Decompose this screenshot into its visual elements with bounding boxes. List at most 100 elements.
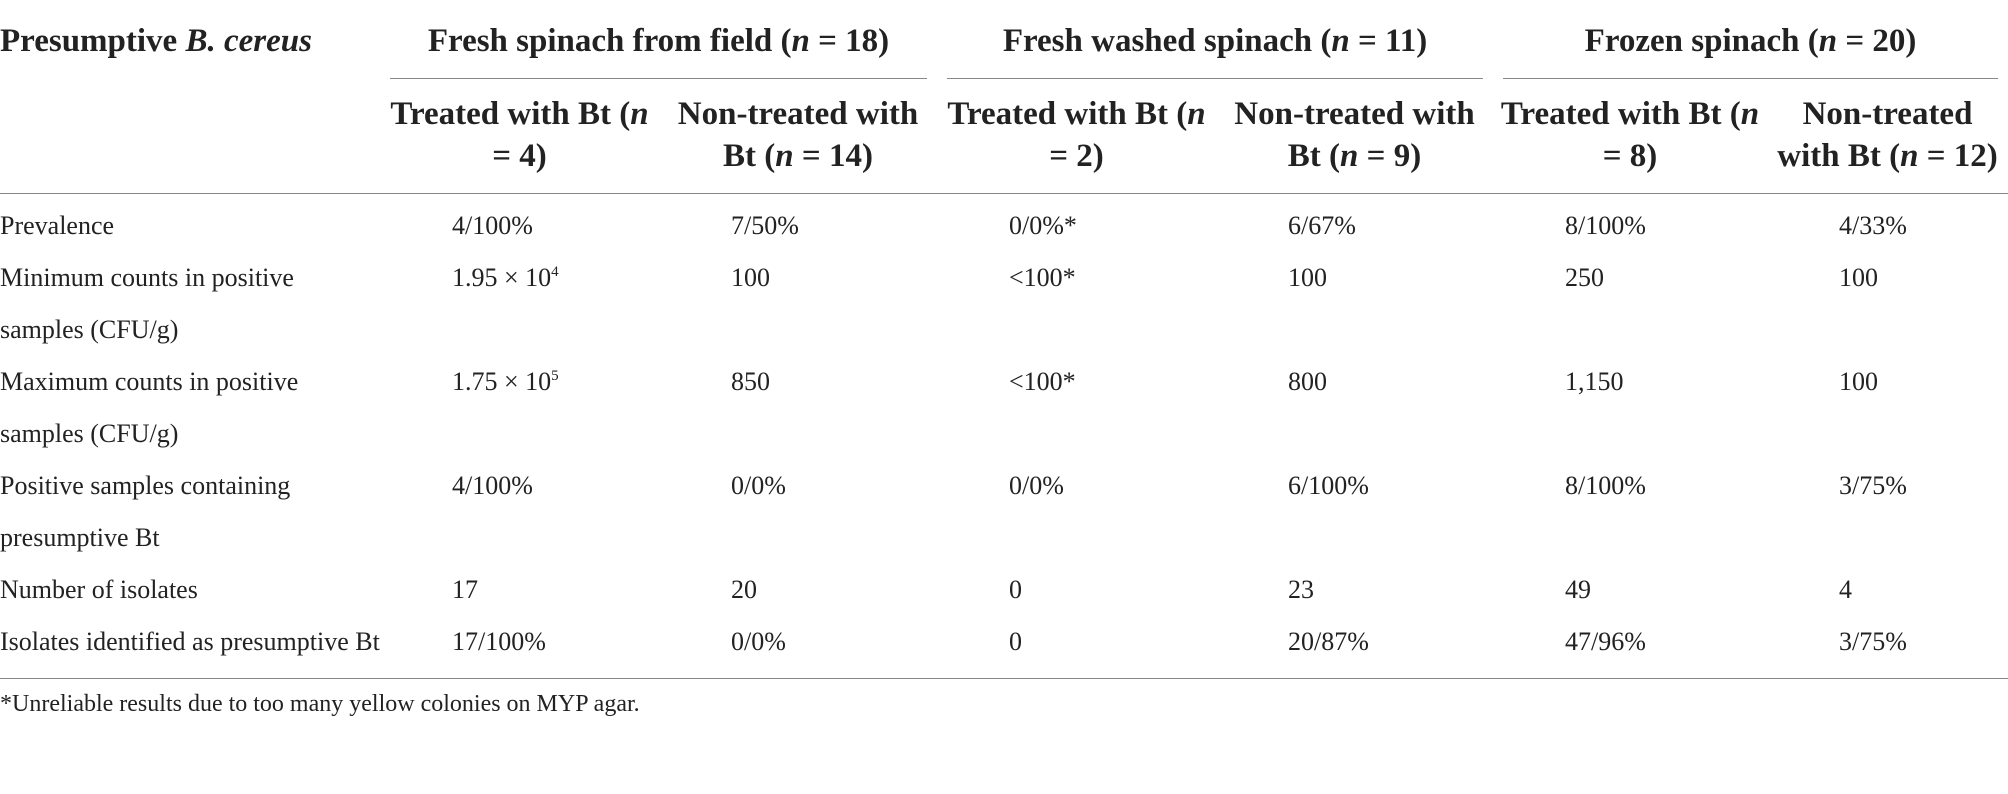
text-part: 6/100% xyxy=(1288,471,1369,500)
table-cell: 0 xyxy=(937,616,1216,679)
styled-text: 4 xyxy=(551,264,559,280)
text-part: 3/75% xyxy=(1839,627,1907,656)
row-label: Number of isolates xyxy=(0,575,198,604)
text-part: 8/100% xyxy=(1565,211,1646,240)
text-part: 100 xyxy=(1839,367,1879,396)
styled-text: n xyxy=(1818,23,1838,59)
table-cell: 1.95 × 104 xyxy=(380,252,659,356)
table-cell: 100 xyxy=(659,252,937,356)
table-cell: 0/0% xyxy=(937,460,1216,564)
table-body: Prevalence 4/100% 7/50% 0/0%* 6/67% 8/100% 4/3… xyxy=(0,194,2008,679)
table-row: Maximum counts in positive samples (CFU/… xyxy=(0,356,2008,460)
styled-text: n xyxy=(1331,23,1350,59)
group-label: Fresh spinach from field (n = 18) xyxy=(390,20,927,79)
table-cell: <100* xyxy=(937,252,1216,356)
table-row: Isolates identified as presumptive Bt 17/… xyxy=(0,616,2008,679)
table-cell: 0/0% xyxy=(659,460,937,564)
table-cell: 250 xyxy=(1493,252,1767,356)
styled-text: B. cereus xyxy=(185,23,312,59)
subheader: Treated with Bt (n = 2) xyxy=(937,79,1216,194)
group-header: Fresh washed spinach (n = 11) xyxy=(937,0,1493,79)
text-part: Non-treated with Bt ( xyxy=(1234,96,1475,174)
table-cell: 4/100% xyxy=(380,460,659,564)
table-cell: 0 xyxy=(937,564,1216,616)
text-part: = 9) xyxy=(1358,138,1422,174)
table-cell: 3/75% xyxy=(1767,616,2008,679)
text-part: = 20) xyxy=(1837,23,1917,59)
table-cell: 800 xyxy=(1216,356,1493,460)
group-row: Presumptive B. cereus Fresh spinach from … xyxy=(0,0,2008,79)
data-table: Presumptive B. cereus Fresh spinach from … xyxy=(0,0,2008,679)
text-part: 0 xyxy=(1009,627,1022,656)
text-part: 17/100% xyxy=(452,627,546,656)
styled-text: n xyxy=(1187,96,1206,132)
table-cell: 20/87% xyxy=(1216,616,1493,679)
corner-header: Presumptive B. cereus xyxy=(0,0,380,79)
styled-text: n xyxy=(1900,138,1919,174)
text-part: 1.75 × 10 xyxy=(452,367,552,396)
text-part: 0/0%* xyxy=(1009,211,1077,240)
text-part: 100 xyxy=(1839,263,1879,292)
table-cell: 6/100% xyxy=(1216,460,1493,564)
table-cell: 23 xyxy=(1216,564,1493,616)
text-part: Treated with Bt ( xyxy=(947,96,1188,132)
text-part: 4/33% xyxy=(1839,211,1907,240)
text-part: <100* xyxy=(1009,367,1076,396)
styled-text: n xyxy=(775,138,794,174)
text-part: = 14) xyxy=(793,138,873,174)
styled-text: n xyxy=(1340,138,1359,174)
subheader: Non-treated with Bt (n = 14) xyxy=(659,79,937,194)
styled-text: n xyxy=(630,96,649,132)
table-cell: 1.75 × 105 xyxy=(380,356,659,460)
table-cell: 6/67% xyxy=(1216,194,1493,253)
styled-text: n xyxy=(1740,96,1760,132)
table-cell: 4 xyxy=(1767,564,2008,616)
table-cell: 8/100% xyxy=(1493,194,1767,253)
group-header: Fresh spinach from field (n = 18) xyxy=(380,0,937,79)
text-part: = 12) xyxy=(1918,138,1998,174)
table-cell: 49 xyxy=(1493,564,1767,616)
text-part: 0/0% xyxy=(731,627,786,656)
text-part: 1,150 xyxy=(1565,367,1624,396)
text-part: 20 xyxy=(731,575,757,604)
table-cell: 100 xyxy=(1216,252,1493,356)
text-part: 8/100% xyxy=(1565,471,1646,500)
text-part: 49 xyxy=(1565,575,1592,604)
table-cell: 17 xyxy=(380,564,659,616)
row-label: Prevalence xyxy=(0,211,115,240)
text-part: = 18) xyxy=(809,23,890,59)
table-cell: 100 xyxy=(1767,252,2008,356)
text-part: 20/87% xyxy=(1288,627,1369,656)
styled-text: 5 xyxy=(551,368,559,384)
table-cell: 0/0% xyxy=(659,616,937,679)
row-label: Maximum counts in positive samples (CFU/… xyxy=(0,367,299,448)
text-part: 0/0% xyxy=(1009,471,1064,500)
styled-text: n xyxy=(791,23,810,59)
row-label: Positive samples containing presumptive … xyxy=(0,471,291,552)
text-part: 47/96% xyxy=(1565,627,1646,656)
group-header: Frozen spinach (n = 20) xyxy=(1493,0,2008,79)
footnote: *Unreliable results due to too many yell… xyxy=(0,691,640,717)
group-label: Fresh washed spinach (n = 11) xyxy=(947,20,1484,79)
text-part: 100 xyxy=(1288,263,1327,292)
text-part: = 11) xyxy=(1349,23,1428,59)
table-row: Positive samples containing presumptive … xyxy=(0,460,2008,564)
group-label: Frozen spinach (n = 20) xyxy=(1503,20,1999,79)
subheader-row: Treated with Bt (n = 4) Non-treated with … xyxy=(0,79,2008,194)
text-part: Fresh washed spinach ( xyxy=(1002,23,1332,59)
text-part: 6/67% xyxy=(1288,211,1356,240)
subheader: Treated with Bt (n = 8) xyxy=(1493,79,1768,194)
text-part: <100* xyxy=(1009,263,1076,292)
table-cell: 850 xyxy=(659,356,937,460)
table-header: Presumptive B. cereus Fresh spinach from … xyxy=(0,0,2008,194)
text-part: 850 xyxy=(731,367,770,396)
text-part: Non-treated with Bt ( xyxy=(677,96,919,174)
table-cell: 1,150 xyxy=(1493,356,1767,460)
table-cell: 4/100% xyxy=(380,194,659,253)
table-cell: 20 xyxy=(659,564,937,616)
text-part: = 8) xyxy=(1602,138,1658,174)
text-part: 250 xyxy=(1565,263,1605,292)
text-part: = 2) xyxy=(1049,138,1104,174)
text-part: 17 xyxy=(452,575,478,604)
